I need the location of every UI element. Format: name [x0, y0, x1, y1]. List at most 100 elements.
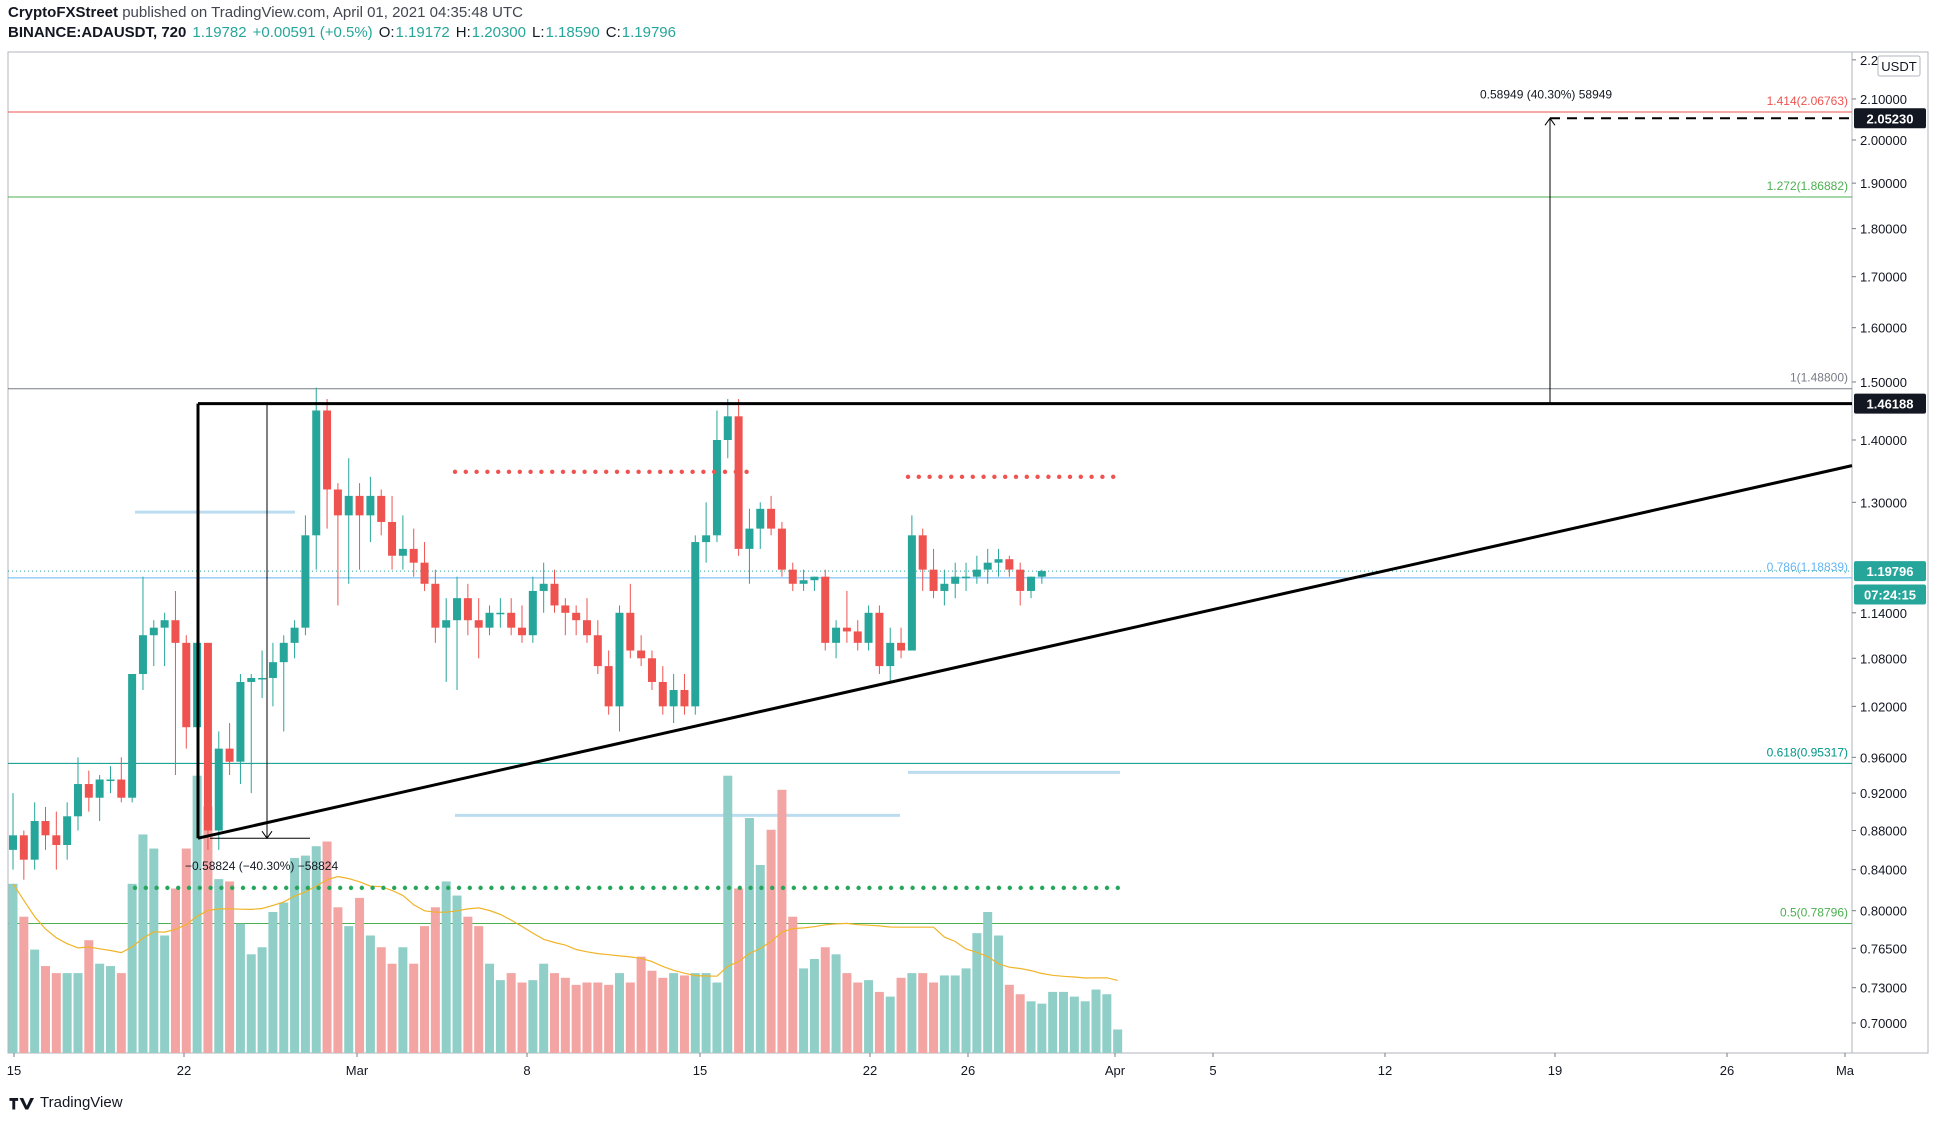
volume-bar — [170, 888, 180, 1053]
dot — [381, 885, 386, 891]
volume-bar — [961, 968, 971, 1053]
measure-up-label: 0.58949 (40.30%) 58949 — [1480, 87, 1612, 101]
price-labels: 2.05230 1.46188 1.19796 07:24:15 — [1854, 108, 1926, 605]
volume-bars — [8, 775, 1123, 1053]
price-label-text: 2.05230 — [1867, 111, 1914, 126]
volume-bar — [441, 881, 451, 1053]
candle-body — [518, 627, 527, 636]
price-tick-label: 1.60000 — [1860, 321, 1907, 336]
candle-body — [279, 642, 288, 663]
candle-body — [63, 816, 72, 845]
candle-body — [853, 631, 862, 643]
price-tick-label: 0.76500 — [1860, 941, 1907, 956]
candle-body — [658, 681, 667, 707]
volume-bar — [1102, 994, 1112, 1053]
volume-bar — [160, 935, 170, 1053]
volume-bar — [658, 977, 668, 1053]
candle-body — [84, 784, 93, 798]
dot — [921, 885, 926, 891]
volume-bar — [376, 947, 386, 1053]
time-tick-label: Apr — [1105, 1063, 1126, 1078]
candle-body — [41, 821, 50, 836]
dot — [716, 885, 721, 891]
dot — [582, 469, 587, 475]
volume-bar — [8, 883, 18, 1053]
dot — [694, 885, 699, 891]
candle-body — [637, 650, 646, 659]
dot — [824, 885, 829, 891]
candle-body — [907, 535, 916, 651]
dot — [510, 885, 516, 891]
dot — [618, 885, 624, 891]
h-value: 1.20300 — [471, 24, 526, 41]
candle-body — [539, 583, 548, 591]
candle-body — [301, 535, 310, 628]
dot — [744, 469, 749, 475]
candle-body — [951, 576, 960, 584]
fib-label: 0.618(0.95317) — [1767, 745, 1848, 759]
dot — [197, 885, 202, 891]
volume-bar — [983, 912, 993, 1053]
volume-bar — [712, 982, 722, 1053]
candle-body — [702, 535, 711, 543]
time-tick-label: Mar — [346, 1063, 369, 1078]
red-dotted-level — [452, 469, 749, 475]
time-tick-label: 8 — [523, 1063, 530, 1078]
candle-body — [30, 821, 39, 860]
dot — [651, 885, 656, 891]
dot — [478, 885, 483, 891]
fib-label: 1.272(1.86882) — [1767, 179, 1848, 193]
candle-body — [19, 835, 28, 860]
candle-body — [615, 612, 624, 707]
dot — [975, 885, 980, 891]
dot — [964, 885, 969, 891]
candle-body — [745, 528, 754, 549]
volume-bar — [105, 966, 115, 1053]
dot — [262, 885, 267, 891]
candle-body — [73, 784, 82, 817]
candle-body — [214, 748, 223, 831]
dot — [927, 474, 932, 480]
dot — [532, 885, 537, 891]
dot — [683, 885, 688, 891]
candle-body — [604, 666, 613, 707]
dot — [424, 885, 429, 891]
volume-bar — [420, 926, 430, 1053]
volume-bar — [246, 954, 256, 1053]
candle-body — [799, 580, 808, 584]
tradingview-footer[interactable]: TradingView — [8, 1094, 123, 1111]
dot — [294, 885, 300, 891]
c-label: C: — [605, 24, 621, 41]
volume-bar — [701, 973, 711, 1053]
dot — [1089, 474, 1094, 480]
time-tick-label: 19 — [1548, 1063, 1562, 1078]
candle-body — [507, 612, 516, 628]
publisher-name[interactable]: CryptoFXStreet — [8, 4, 119, 21]
candle-body — [550, 583, 559, 606]
dot — [953, 885, 958, 891]
dot — [186, 885, 192, 891]
volume-bar — [1004, 984, 1014, 1053]
candle-body — [582, 620, 591, 636]
dot — [597, 885, 602, 891]
dot — [370, 885, 375, 891]
volume-bar — [40, 966, 50, 1053]
price-label-text: 1.19796 — [1867, 564, 1914, 579]
dot — [888, 885, 894, 891]
candle-body — [258, 677, 267, 680]
dot — [485, 469, 490, 475]
dot — [672, 885, 678, 891]
volume-bar — [127, 883, 137, 1053]
dot — [614, 469, 620, 475]
dot — [938, 474, 943, 480]
time-tick-label: 15 — [7, 1063, 21, 1078]
volume-bar — [1037, 1003, 1047, 1053]
candle-body — [1037, 571, 1046, 577]
candle-body — [247, 677, 256, 682]
price-label-text: 1.46188 — [1867, 397, 1914, 412]
candle-body — [453, 598, 462, 621]
triangle-pattern — [196, 402, 1853, 840]
candle-body — [983, 562, 992, 570]
dot — [539, 469, 544, 475]
